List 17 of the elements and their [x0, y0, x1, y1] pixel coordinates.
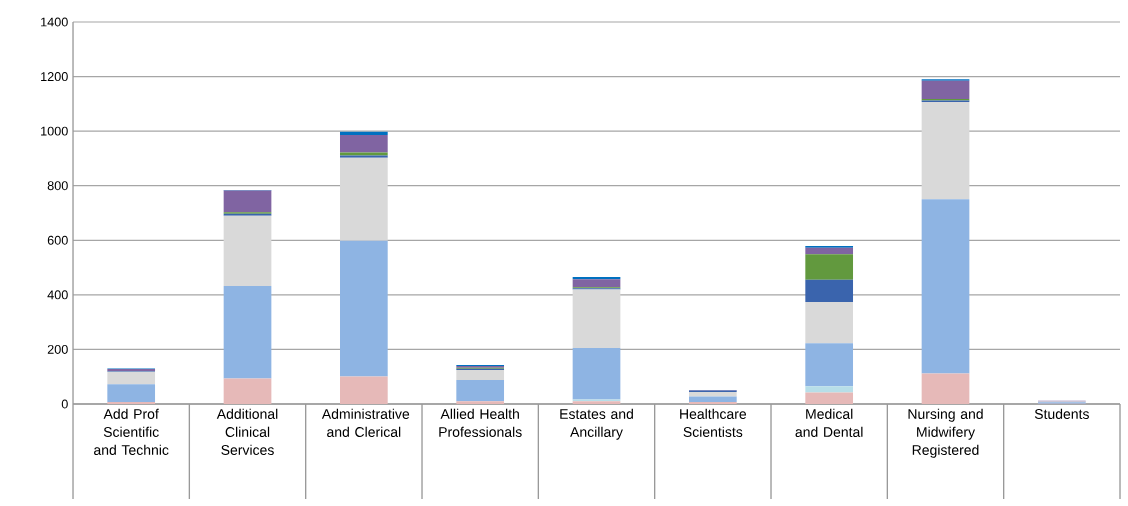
x-tick-label: Allied Health Professionals	[439, 408, 522, 437]
y-tick-label: 800	[47, 181, 68, 191]
y-tick-label: 600	[47, 235, 68, 245]
y-tick-label: 200	[47, 344, 68, 354]
y-tick-label: 400	[47, 290, 68, 300]
x-tick-label: Medical and Dental	[795, 408, 863, 437]
x-tick-label: Additional Clinical Services	[216, 408, 278, 455]
x-tick-label: Estates and Ancillary	[560, 408, 633, 440]
y-tick-label: 1000	[41, 126, 68, 136]
x-tick-label: Healthcare Scientists	[680, 408, 747, 437]
x-tick-label: Nursing and Midwifery Registered	[908, 408, 983, 458]
x-tick-label: Add Prof Scientific and Technic	[94, 408, 169, 455]
y-tick-label: 0	[61, 399, 68, 409]
x-tick-label: Administrative and Clerical	[321, 408, 410, 437]
y-tick-label: 1400	[41, 17, 68, 27]
x-tick-label: Students	[1034, 408, 1089, 419]
y-tick-label: 1200	[41, 72, 68, 82]
